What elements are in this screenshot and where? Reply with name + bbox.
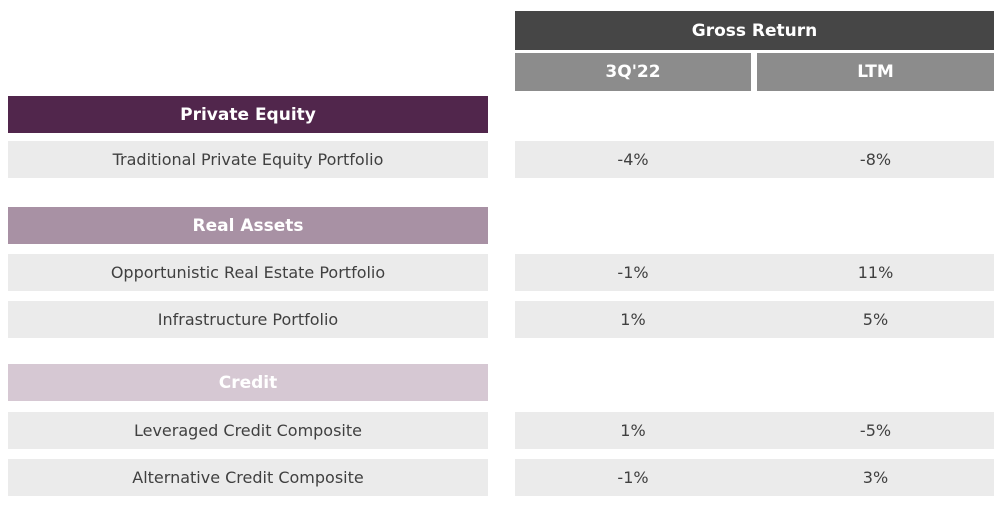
value-ltm: -5% [859,421,892,440]
gross-return-header: Gross Return [515,11,994,50]
value-ltm: 11% [857,263,894,282]
row-values-alternative-credit: -1% 3% [515,459,994,496]
column-header-ltm: LTM [757,53,994,91]
value-3q22: -1% [617,263,649,282]
row-values-opportunistic-real-estate: -1% 11% [515,254,994,291]
category-real-assets: Real Assets [8,207,488,244]
category-credit: Credit [8,364,488,401]
value-3q22: 1% [620,310,646,329]
value-3q22: -1% [617,468,649,487]
row-label-leveraged-credit: Leveraged Credit Composite [8,412,488,449]
row-values-infrastructure: 1% 5% [515,301,994,338]
row-label-infrastructure: Infrastructure Portfolio [8,301,488,338]
value-ltm: 5% [862,310,889,329]
row-label-traditional-private-equity: Traditional Private Equity Portfolio [8,141,488,178]
row-label-alternative-credit: Alternative Credit Composite [8,459,488,496]
category-private-equity: Private Equity [8,96,488,133]
column-header-3q22: 3Q'22 [515,53,751,91]
row-label-opportunistic-real-estate: Opportunistic Real Estate Portfolio [8,254,488,291]
value-ltm: -8% [859,150,892,169]
value-3q22: -4% [617,150,649,169]
row-values-traditional-private-equity: -4% -8% [515,141,994,178]
row-values-leveraged-credit: 1% -5% [515,412,994,449]
value-ltm: 3% [862,468,889,487]
value-3q22: 1% [620,421,646,440]
